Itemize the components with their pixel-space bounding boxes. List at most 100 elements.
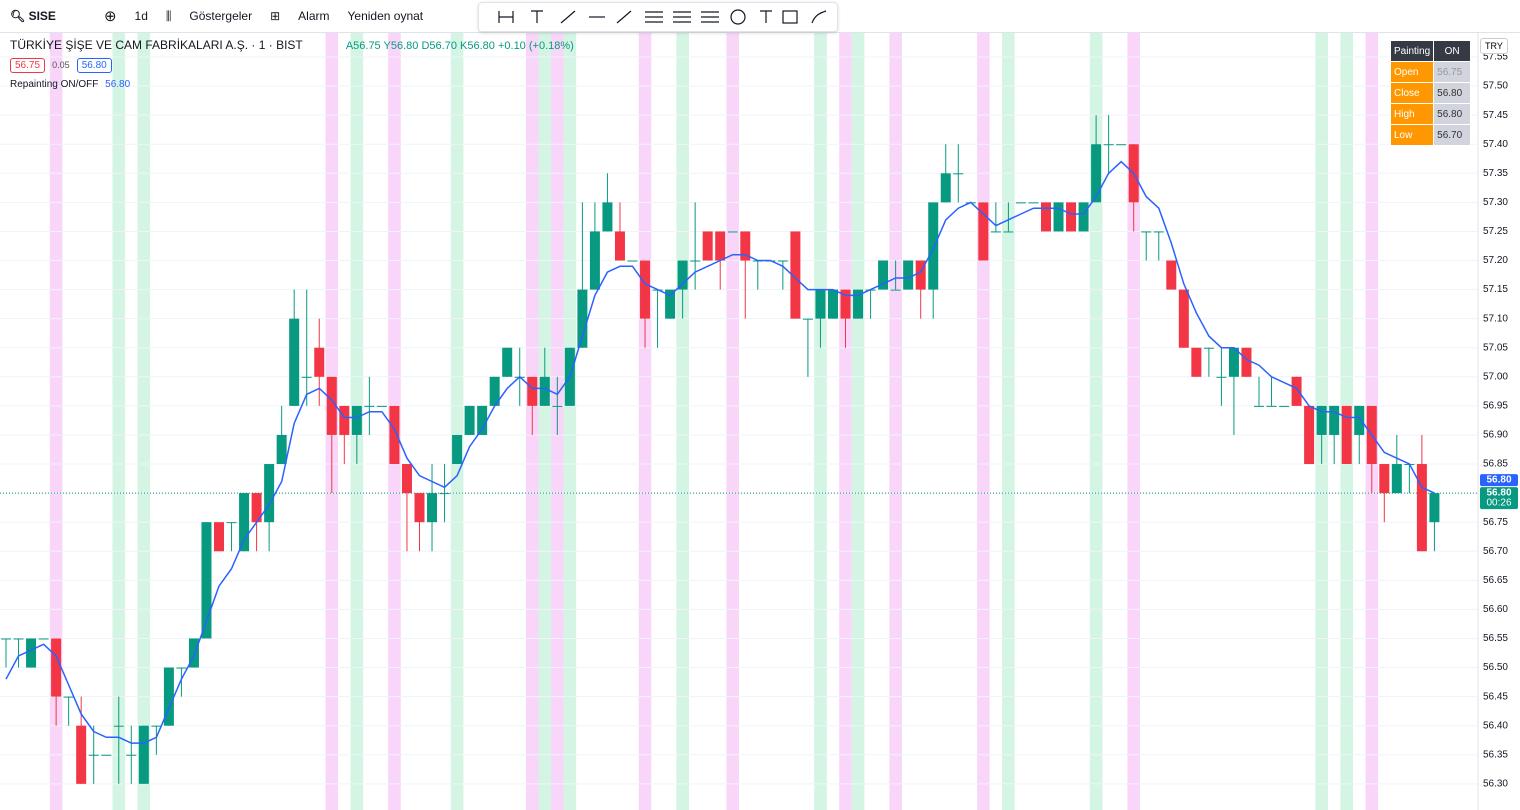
candle-body — [1166, 260, 1177, 290]
y-tick-label: 56.90 — [1483, 430, 1508, 441]
candle-body — [477, 405, 488, 435]
candle-body — [853, 289, 864, 319]
price-axis — [1478, 32, 1520, 810]
highlight-band — [1127, 32, 1140, 810]
candle-body — [301, 376, 312, 378]
highlight-band — [112, 32, 126, 810]
candle-body — [1304, 405, 1315, 465]
candle-body — [13, 638, 24, 640]
ask[interactable]: 56.80 — [76, 58, 112, 73]
candle-body — [915, 260, 926, 290]
highlight-band — [1089, 32, 1103, 810]
candle-body — [614, 231, 625, 261]
currency[interactable]: TRY — [1480, 38, 1508, 54]
table-cell: 56.75 — [1433, 61, 1472, 83]
symbol-search[interactable]: 🔍︎ SISE — [10, 9, 56, 23]
candle-body — [126, 754, 137, 756]
candle-body — [1040, 202, 1051, 232]
candle-body — [176, 667, 187, 669]
plot-area — [0, 32, 1478, 810]
candle-body — [502, 347, 513, 377]
table-cell: Open — [1389, 61, 1435, 83]
last-price-label: 56.80 — [1486, 475, 1511, 486]
candle-body — [1279, 405, 1290, 407]
y-tick-label: 57.40 — [1483, 139, 1508, 150]
candle-body — [1078, 202, 1089, 232]
chart-type[interactable]: ⫼ — [165, 8, 172, 23]
y-tick-label: 56.95 — [1483, 401, 1508, 412]
y-tick-label: 56.55 — [1483, 633, 1508, 644]
candle-body — [314, 347, 325, 377]
indicator-name: Repainting ON/OFF — [10, 79, 99, 90]
candle-body — [138, 725, 149, 784]
candle-body — [827, 289, 838, 319]
replay-button[interactable]: Yeniden oynat — [347, 9, 424, 23]
candle-body — [1291, 376, 1302, 406]
candle-body — [163, 667, 174, 726]
candle-body — [351, 405, 362, 435]
highlight-band — [49, 32, 63, 810]
drawing-toolbar[interactable] — [478, 2, 838, 32]
candle-body — [326, 376, 337, 435]
candle-body — [928, 202, 939, 290]
candle-body — [702, 231, 713, 261]
y-tick-label: 56.60 — [1483, 604, 1508, 615]
candle-body — [439, 493, 450, 495]
candle-body — [226, 522, 237, 524]
symbol[interactable]: SISE — [28, 9, 56, 23]
templates-button[interactable]: ⊞ — [270, 9, 281, 23]
candle-body — [1066, 202, 1077, 232]
candle-body — [464, 405, 475, 435]
candle-body — [715, 231, 726, 261]
candle-body — [1429, 493, 1440, 523]
candle-body — [289, 318, 300, 406]
candle-body — [589, 231, 600, 290]
candle-body — [1191, 347, 1202, 377]
compare-button[interactable]: ⊕ — [103, 8, 117, 25]
highlight-band — [1002, 32, 1015, 810]
candle-body — [815, 289, 826, 319]
candle-body — [414, 493, 425, 523]
candle-body — [489, 376, 500, 406]
ohlc-high: Y56.80 — [383, 40, 419, 52]
info-table: Painting ON Open 56.75 Close 56.80 High 56.8… — [1389, 40, 1472, 146]
candle-body — [1254, 405, 1264, 407]
candle-body — [88, 754, 99, 756]
candle-body — [577, 289, 588, 348]
highlight-band — [726, 32, 740, 810]
candle-body — [740, 231, 751, 261]
highlight-band — [538, 32, 552, 810]
candle-body — [264, 464, 275, 523]
candle-body — [627, 260, 638, 262]
moving-average — [5, 160, 1435, 744]
bid[interactable]: 56.75 — [10, 58, 46, 73]
interval[interactable]: 1d — [134, 9, 148, 23]
y-tick-label: 56.65 — [1483, 575, 1508, 586]
candle-body — [151, 725, 162, 727]
candle-body — [401, 464, 412, 494]
candle-body — [214, 522, 225, 552]
highlight-band — [814, 32, 827, 810]
y-tick-label: 57.05 — [1483, 342, 1508, 353]
highlight-band — [638, 32, 652, 810]
table-header: Painting — [1389, 40, 1435, 62]
candle-body — [38, 638, 49, 640]
candle-body — [26, 638, 37, 668]
drawing-tools — [498, 9, 827, 25]
y-tick-label: 56.75 — [1483, 517, 1508, 528]
indicators-button[interactable]: Göstergeler — [189, 9, 253, 23]
alert-button[interactable]: Alarm — [298, 9, 330, 23]
table-cell: High — [1389, 103, 1435, 125]
indicator-value: 56.80 — [105, 79, 131, 90]
candle-body — [251, 493, 262, 523]
table-cell: 56.80 — [1433, 103, 1472, 125]
candle-body — [1141, 231, 1152, 233]
y-tick-label: 57.20 — [1483, 255, 1508, 266]
candle-body — [76, 725, 87, 784]
highlight-band — [450, 32, 464, 810]
close-price-box — [1480, 487, 1518, 510]
candle-body — [1416, 464, 1427, 552]
y-tick-label: 56.30 — [1483, 778, 1508, 789]
y-tick-label: 56.85 — [1483, 459, 1508, 470]
